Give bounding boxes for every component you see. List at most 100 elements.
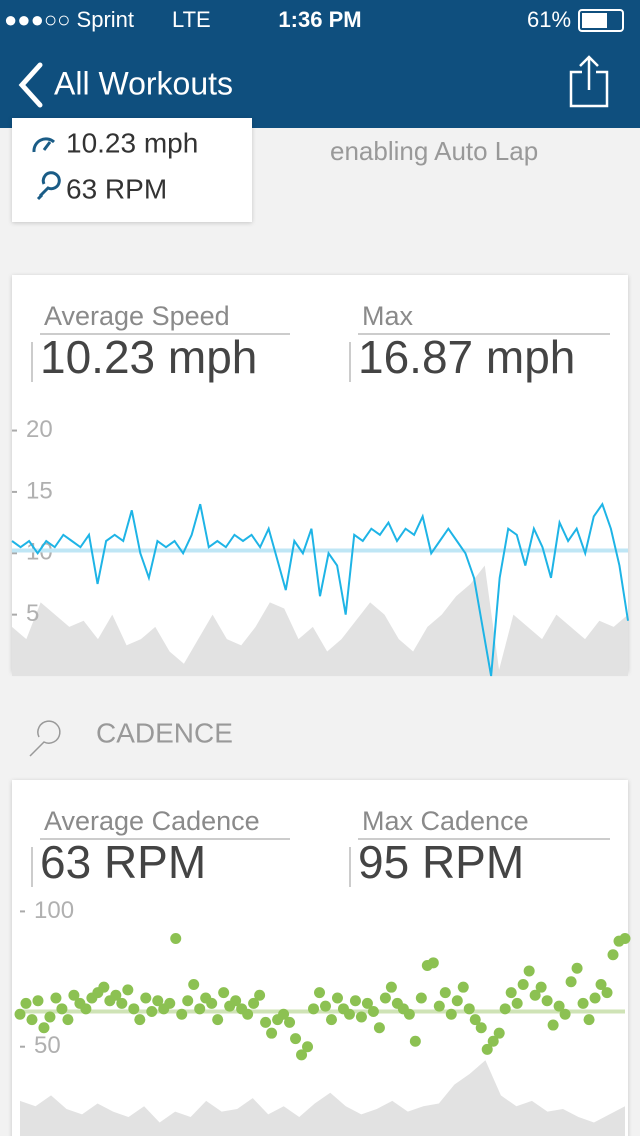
cadence-dot [511,997,523,1009]
cadence-dot [254,989,266,1001]
cadence-dot [355,1011,367,1023]
cadence-dot [242,1008,254,1020]
auto-lap-note: enabling Auto Lap [330,136,538,166]
cadence-dot [379,992,391,1004]
speed-card [12,275,628,672]
cadence-dot [314,987,326,999]
back-chevron[interactable] [18,62,43,108]
cadence-dot [541,995,553,1007]
cadence-dot [517,978,529,990]
cadence-dot [589,992,601,1004]
cadence-dot [116,997,128,1009]
cadence-dot [296,1049,308,1061]
cadence-dot [451,995,463,1007]
y-tick-label: 15 [26,477,53,504]
carrier: ●●●○○ Sprint [4,7,134,32]
cadence-dot [349,995,361,1007]
y-tick-label: 50 [34,1032,61,1059]
cadence-dot [50,992,62,1004]
back-button[interactable]: All Workouts [54,65,233,101]
cadence-dot [266,1027,278,1039]
share-button[interactable] [569,55,609,108]
cadence-dot [403,1008,415,1020]
stat-label: Average Cadence [44,806,260,836]
summary-speed: 10.23 mph [66,127,198,158]
cadence-dot [110,989,122,1001]
cadence-dot [607,949,619,961]
cadence-dot [343,1008,355,1020]
cadence-dot [571,962,583,974]
cadence-dot [439,987,451,999]
cadence-dot [212,1014,224,1026]
cadence-dot [553,1000,565,1012]
cadence-dot [361,997,373,1009]
summary-card [12,118,252,222]
cadence-dot [433,1000,445,1012]
cadence-dot [619,932,631,944]
cadence-dot [547,1019,559,1031]
cadence-dot [62,1014,74,1026]
header-bar [0,0,640,128]
cadence-dot [152,995,164,1007]
cadence-dot [493,1027,505,1039]
cadence-dot [325,1014,337,1026]
stat-label: Average Speed [44,301,230,331]
battery-level: 61% [527,7,571,32]
cadence-dot [319,1000,331,1012]
cadence-icon [36,171,61,201]
cadence-dot [80,1003,92,1015]
stat-value: 95 RPM [358,836,524,888]
battery-icon [578,9,624,32]
cadence-dot [44,1011,56,1023]
cadence-dot [373,1022,385,1034]
cadence-dot [20,997,32,1009]
cadence-dot [38,1022,50,1034]
cadence-dot [595,978,607,990]
speed-line [11,502,629,677]
elevation-area [12,565,628,676]
cadence-dot [128,1003,140,1015]
cadence-dot [499,1003,511,1015]
cadence-dot [302,1041,314,1053]
cadence-dot [218,987,230,999]
stat-value: 63 RPM [40,836,206,888]
clock: 1:36 PM [278,7,361,32]
cadence-dot [535,981,547,993]
cadence-dot [290,1033,302,1045]
cadence-dot [284,1016,296,1028]
cadence-section-icon [29,720,61,757]
stat-label: Max [362,301,414,331]
cadence-dot [415,992,427,1004]
cadence-dot [445,1008,457,1020]
summary-cadence: 63 RPM [66,173,167,204]
cadence-dot [176,1008,188,1020]
cadence-dot [194,1003,206,1015]
cadence-dot [475,1022,487,1034]
elevation-area [20,1060,625,1136]
cadence-dot [164,997,176,1009]
cadence-dot [134,1014,146,1026]
cadence-dot [278,1008,290,1020]
battery-fill [582,13,607,28]
cadence-dot [140,992,152,1004]
cadence-dot [529,989,541,1001]
cadence-dot [56,1003,68,1015]
cadence-dot [146,1006,158,1018]
y-tick-label: 20 [26,416,53,443]
y-tick-label: 100 [34,897,74,924]
cadence-dot [583,1014,595,1026]
cadence-dot [260,1016,272,1028]
cadence-dot [601,987,613,999]
cadence-dot [481,1043,493,1055]
cadence-dot [182,995,194,1007]
section-title: CADENCE [96,717,233,748]
cadence-dot [469,1014,481,1026]
cadence-dot [331,992,343,1004]
cadence-dot [427,957,439,969]
cadence-dot [367,1006,379,1018]
cadence-dot [26,1014,38,1026]
stat-value: 10.23 mph [40,331,257,383]
stat-value: 16.87 mph [358,331,575,383]
cadence-dot [98,981,110,993]
